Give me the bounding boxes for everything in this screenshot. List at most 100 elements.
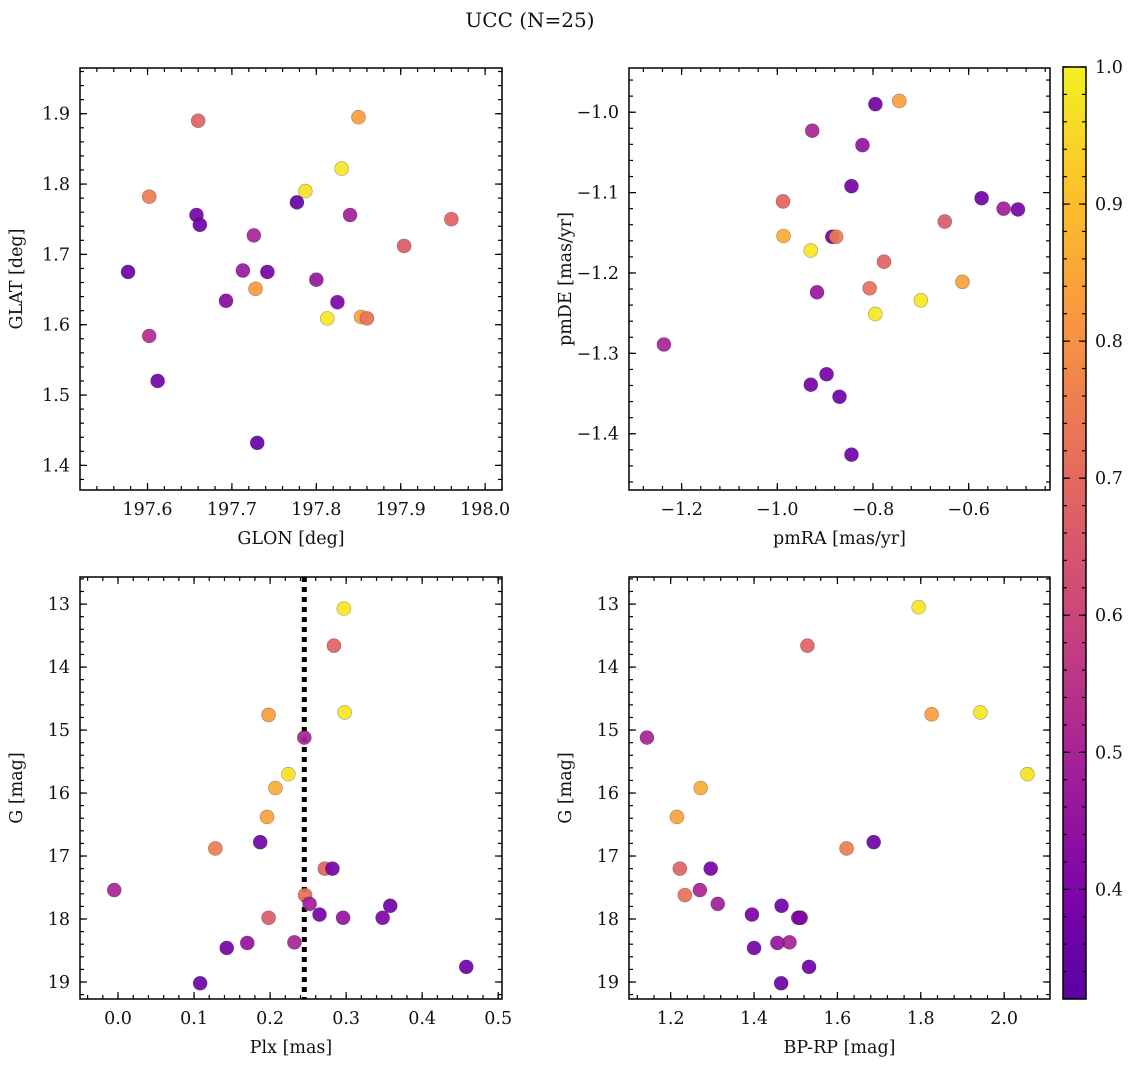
scatter-point [249, 435, 265, 451]
y-tick-label: 16 [48, 784, 70, 804]
scatter-point [803, 377, 819, 393]
scatter-point [892, 93, 907, 109]
scatter-point [776, 228, 791, 244]
scatter-point [913, 293, 929, 308]
scatter-point [703, 861, 718, 876]
y-tick-label: 18 [48, 910, 70, 930]
scatter-point [382, 898, 398, 914]
scatter-point [803, 243, 819, 258]
y-tick-label: 1.4 [42, 456, 70, 476]
scatter-point [868, 306, 883, 322]
y-tick-label: −1.2 [577, 264, 620, 284]
scatter-point [800, 638, 815, 653]
scatter-point [261, 707, 276, 723]
scatter-point [868, 96, 883, 112]
y-axis-label: G [mag] [7, 752, 27, 823]
y-tick-label: −1.3 [577, 344, 620, 364]
x-axis-label: GLON [deg] [237, 529, 344, 549]
scatter-point [832, 389, 847, 405]
scatter-point [458, 959, 474, 975]
x-tick-label: −0.6 [947, 500, 990, 520]
x-tick-label: 0.3 [332, 1009, 360, 1029]
scatter-point [120, 264, 136, 280]
scatter-point [141, 328, 157, 344]
y-axis-label: G [mag] [556, 752, 576, 823]
scatter-point [309, 272, 324, 288]
y-tick-label: −1.1 [577, 184, 620, 204]
axes-frame [79, 67, 503, 491]
scatter-point [844, 178, 859, 194]
y-tick-label: 14 [48, 658, 70, 678]
y-axis-label: pmDE [mas/yr] [556, 212, 576, 346]
scatter-point [911, 599, 926, 615]
scatter-point [289, 195, 305, 210]
scatter-point [261, 910, 276, 926]
x-tick-label: 1.8 [907, 1009, 935, 1029]
scatter-point [866, 834, 881, 850]
scatter-point [693, 780, 708, 796]
scatter-point [297, 730, 312, 745]
scatter-point [656, 337, 672, 352]
scatter-point [298, 183, 313, 199]
x-tick-label: 197.7 [207, 500, 257, 520]
scatter-point [819, 366, 834, 382]
x-axis-label: pmRA [mas/yr] [773, 529, 906, 549]
y-tick-label: 1.7 [42, 245, 70, 265]
colorbar-tick-label: 0.9 [1095, 195, 1123, 215]
y-tick-label: 15 [597, 721, 619, 741]
y-tick-label: 17 [597, 847, 619, 867]
x-tick-label: −1.2 [660, 500, 703, 520]
colorbar-tick-label: 1.0 [1095, 58, 1123, 78]
y-tick-label: 13 [48, 595, 70, 615]
scatter-point [669, 809, 685, 825]
scatter-point [359, 311, 375, 326]
colorbar-tick-label: 0.8 [1095, 332, 1123, 352]
scatter-point [351, 109, 366, 125]
scatter-point [268, 780, 283, 796]
scatter-point [190, 113, 206, 129]
axes-frame [628, 576, 1051, 1000]
y-axis-label: GLAT [deg] [7, 229, 27, 330]
scatter-point [1010, 202, 1026, 217]
scatter-point [334, 161, 349, 176]
scatter-point [746, 940, 762, 956]
scatter-point [775, 194, 791, 209]
scatter-point [208, 841, 223, 856]
x-tick-label: 1.6 [823, 1009, 851, 1029]
scatter-point [828, 229, 844, 245]
scatter-point [260, 264, 275, 280]
y-tick-label: 16 [597, 784, 619, 804]
colorbar-tick-label: 0.6 [1095, 606, 1123, 626]
scatter-point [1020, 766, 1035, 782]
scatter-point [312, 907, 327, 922]
scatter-point [996, 201, 1011, 216]
x-tick-label: 2.0 [990, 1009, 1018, 1029]
scatter-point [281, 766, 296, 782]
scatter-point [106, 882, 122, 898]
scatter-point [855, 137, 870, 153]
y-tick-label: 15 [48, 721, 70, 741]
y-tick-label: 1.6 [42, 316, 70, 336]
y-tick-label: 1.9 [42, 105, 70, 125]
y-tick-label: 14 [597, 658, 619, 678]
scatter-point [444, 211, 459, 227]
axes-frame [79, 576, 503, 1000]
scatter-point [259, 809, 275, 825]
x-tick-label: 0.1 [180, 1009, 208, 1029]
scatter-point [801, 959, 817, 975]
x-tick-label: 1.4 [740, 1009, 768, 1029]
y-tick-label: 1.5 [42, 386, 70, 406]
scatter-point [792, 910, 808, 926]
scatter-point [710, 896, 726, 912]
scatter-point [924, 707, 939, 722]
scatter-point [396, 238, 412, 254]
scatter-point [844, 447, 859, 462]
scatter-point [248, 281, 263, 297]
panel-3: 0.0 0.1 0.2 0.3 0.4 0.5 13 14 15 16 17 18 19 Plx [mas… [7, 576, 512, 1058]
scatter-point [335, 910, 351, 926]
panel-4: 1.2 1.4 1.6 1.8 2.0 13 14 15 16 17 18 19 BP-RP [mag]… [556, 576, 1051, 1058]
x-tick-label: 0.5 [484, 1009, 512, 1029]
x-tick-label: 0.2 [256, 1009, 284, 1029]
scatter-point [326, 638, 342, 653]
